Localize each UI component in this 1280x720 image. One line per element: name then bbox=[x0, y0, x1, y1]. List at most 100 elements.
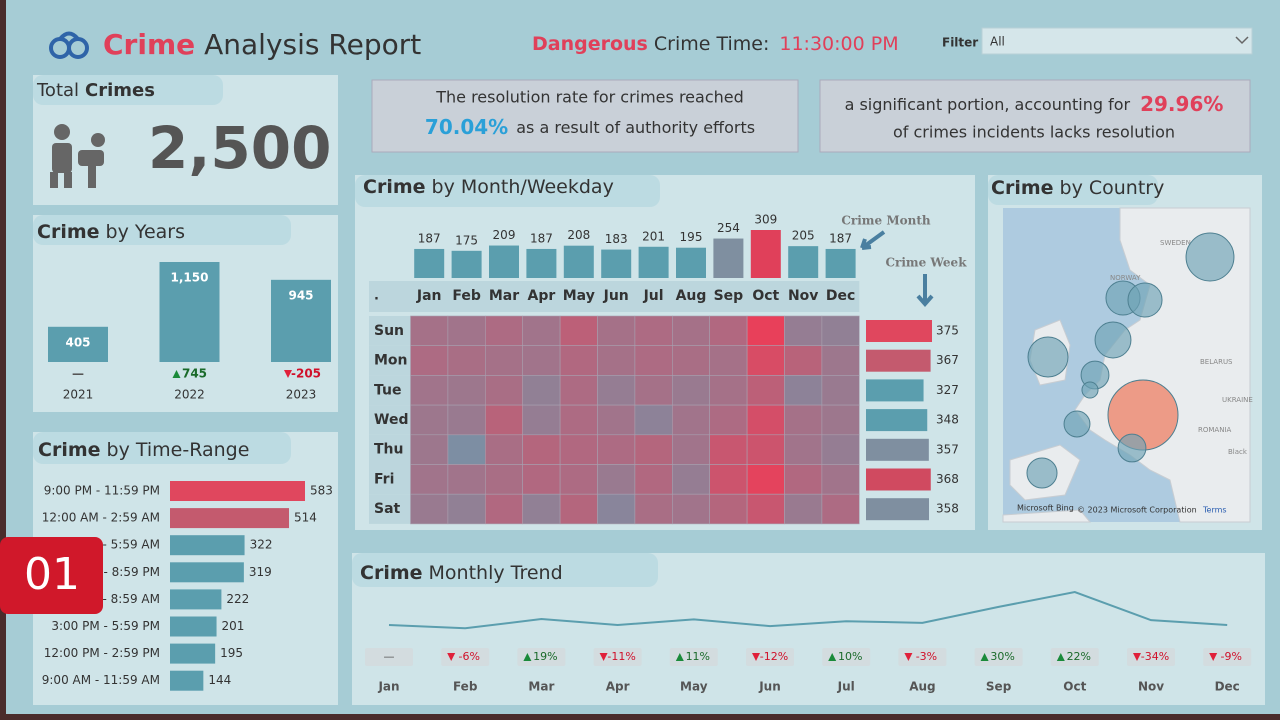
title-bold: Crime bbox=[991, 177, 1054, 199]
x-tick-label: 2021 bbox=[63, 388, 94, 402]
weekday-bar bbox=[866, 349, 931, 372]
value-label: 319 bbox=[249, 565, 272, 579]
badge-text: 01 bbox=[24, 549, 80, 600]
note-text: a significant portion, accounting for bbox=[845, 95, 1131, 114]
heat-cell bbox=[784, 375, 823, 406]
app-title: Crime Analysis Report bbox=[103, 28, 421, 61]
heat-cell bbox=[559, 315, 598, 347]
heat-cell bbox=[410, 345, 449, 376]
month-value: 254 bbox=[717, 221, 740, 235]
row-header bbox=[369, 345, 411, 376]
panel-tab bbox=[33, 75, 223, 105]
change-label: -11% bbox=[607, 650, 635, 663]
heat-cell bbox=[671, 464, 710, 495]
heat-cell bbox=[746, 404, 785, 436]
month-value: 175 bbox=[455, 233, 478, 247]
filter-value[interactable]: All bbox=[990, 35, 1005, 49]
panel-tab bbox=[352, 553, 658, 587]
x-tick-label: Nov bbox=[1138, 680, 1164, 694]
value-label: 583 bbox=[310, 484, 333, 498]
x-tick-label: May bbox=[680, 680, 708, 694]
panel-tab bbox=[988, 175, 1158, 205]
change-arrow bbox=[1056, 653, 1065, 661]
heat-cell bbox=[447, 493, 486, 525]
month-value: 183 bbox=[605, 232, 628, 246]
y-tick-label: 12:00 AM - 2:59 AM bbox=[42, 511, 160, 525]
filter-box[interactable] bbox=[981, 27, 1253, 55]
y-tick-label: Thu bbox=[374, 442, 403, 458]
month-bar bbox=[601, 249, 632, 278]
heat-cell bbox=[447, 434, 486, 465]
month-value: 187 bbox=[418, 231, 441, 245]
map-bubble bbox=[1063, 410, 1091, 438]
change-pill bbox=[441, 648, 490, 666]
x-tick-label: Dec bbox=[1215, 680, 1240, 694]
change-arrow bbox=[752, 653, 760, 661]
map-bubble bbox=[1094, 321, 1132, 359]
map-label: SWEDEN bbox=[1160, 239, 1191, 247]
change-arrow bbox=[675, 653, 684, 661]
heat-cell bbox=[522, 464, 561, 495]
panel-tab bbox=[355, 175, 660, 207]
heat-cell bbox=[410, 375, 449, 406]
map-terms[interactable]: Terms bbox=[1202, 506, 1227, 515]
x-tick-label: Oct bbox=[1063, 680, 1086, 694]
heat-cell bbox=[410, 315, 449, 347]
change-label: — bbox=[72, 367, 84, 381]
heat-cell bbox=[410, 434, 449, 465]
time-highlight: Dangerous bbox=[532, 33, 648, 55]
filter-dropdown[interactable]: All bbox=[981, 27, 1253, 55]
heat-cell bbox=[634, 404, 673, 436]
annotation: Crime Month bbox=[841, 214, 930, 228]
map-label: BELARUS bbox=[1200, 358, 1233, 366]
y-tick-label: Mon bbox=[374, 353, 408, 369]
note-line: a significant portion, accounting for 29.… bbox=[845, 92, 1224, 116]
crime-time: Dangerous Crime Time: 11:30:00 PM bbox=[532, 33, 899, 55]
time-value: 11:30:00 PM bbox=[779, 33, 898, 55]
map-attribution: © 2023 Microsoft Corporation bbox=[1077, 506, 1197, 515]
change-arrow bbox=[284, 370, 292, 378]
y-tick-label: Sun bbox=[374, 323, 404, 339]
map-label: NORWAY bbox=[1110, 274, 1141, 282]
change-arrow bbox=[828, 653, 837, 661]
month-bar bbox=[451, 250, 482, 278]
heat-cell bbox=[709, 493, 748, 525]
y-tick-label: Tue bbox=[374, 382, 401, 398]
x-tick-label: Dec bbox=[826, 288, 855, 304]
panel-title: Crime by Years bbox=[37, 221, 185, 243]
month-bar bbox=[563, 245, 594, 278]
heat-cell bbox=[410, 464, 449, 495]
value-label: 195 bbox=[220, 646, 243, 660]
heat-cell bbox=[671, 315, 710, 347]
heat-cell bbox=[709, 464, 748, 495]
change-label: 11% bbox=[686, 650, 710, 663]
heat-cell bbox=[784, 434, 823, 465]
value-label: 201 bbox=[222, 619, 245, 633]
annotation: Crime Week bbox=[885, 256, 967, 270]
x-tick-label: Feb bbox=[452, 288, 481, 304]
total-title: Total Crimes bbox=[36, 80, 155, 101]
heat-cell bbox=[821, 404, 860, 436]
weekday-value: 367 bbox=[936, 353, 959, 367]
police-icon bbox=[50, 124, 105, 188]
change-pill bbox=[365, 648, 413, 666]
change-label: 22% bbox=[1067, 650, 1091, 663]
panel-tab bbox=[33, 432, 291, 464]
month-value: 187 bbox=[829, 231, 852, 245]
month-bar bbox=[750, 230, 781, 278]
note-text: as a result of authority efforts bbox=[516, 118, 755, 137]
x-tick-label: 2022 bbox=[174, 388, 205, 402]
heat-cell bbox=[634, 315, 673, 347]
map-label: Black bbox=[1228, 448, 1248, 456]
title-bold: Crime bbox=[38, 439, 101, 461]
map-label: ROMANIA bbox=[1198, 426, 1232, 434]
note-card bbox=[371, 79, 799, 153]
weekday-bar bbox=[866, 498, 930, 521]
heat-cell bbox=[821, 464, 860, 495]
panel-tab bbox=[33, 215, 291, 245]
map-bubble bbox=[1027, 336, 1069, 378]
change-pill bbox=[822, 648, 871, 666]
heat-cell bbox=[522, 434, 561, 465]
row-header bbox=[369, 405, 411, 435]
change-label: 19% bbox=[533, 650, 557, 663]
